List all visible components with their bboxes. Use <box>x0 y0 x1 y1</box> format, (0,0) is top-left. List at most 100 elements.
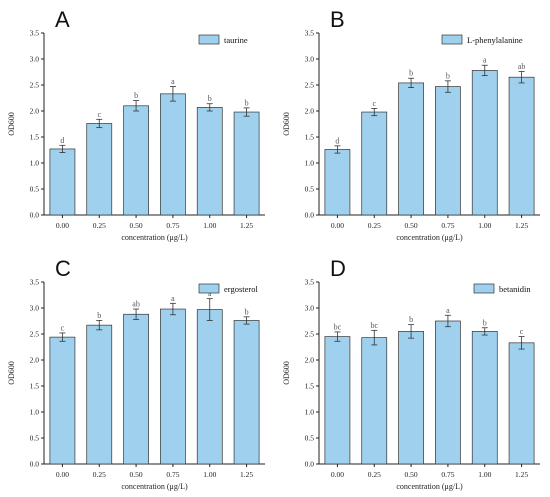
significance-label: d <box>335 136 339 145</box>
bar <box>123 105 149 216</box>
bar <box>233 320 260 465</box>
y-tick-label: 3.5 <box>30 278 40 287</box>
chart-svg: C0.00.51.01.52.02.53.03.5c0.00b0.25ab0.5… <box>7 256 265 491</box>
chart-svg: A 0.0 0.5 1.0 1.5 2.0 2.5 3.0 3.5 d 0.00 c 0.25 b 0.50… <box>7 7 265 242</box>
legend-swatch <box>198 34 220 45</box>
bar <box>86 324 113 465</box>
significance-label: b <box>409 69 413 78</box>
x-tick-label: 0.00 <box>56 221 69 230</box>
significance-label: b <box>245 307 249 316</box>
bar <box>324 336 351 465</box>
significance-label: b <box>134 91 138 100</box>
x-tick-label: 0.00 <box>56 470 69 479</box>
significance-label: b <box>446 71 450 80</box>
significance-label: bc <box>334 322 342 331</box>
x-tick-label: 1.00 <box>478 221 491 230</box>
x-tick-label: 0.25 <box>93 221 106 230</box>
significance-label: b <box>245 98 249 107</box>
significance-label: b <box>483 318 487 327</box>
significance-label: a <box>171 77 175 86</box>
x-axis-title: concentration (μg/L) <box>121 482 188 491</box>
significance-label: d <box>60 136 64 145</box>
y-tick-label: 1.0 <box>30 159 40 168</box>
bar <box>508 76 535 216</box>
bar <box>435 86 461 216</box>
bar <box>361 111 388 216</box>
x-tick-label: 0.75 <box>441 221 454 230</box>
y-tick-label: 3.0 <box>305 55 315 64</box>
bar <box>471 70 498 216</box>
x-tick-label: 0.00 <box>331 470 344 479</box>
significance-label: a <box>446 306 450 315</box>
panel-letter: A <box>55 7 70 32</box>
x-tick-label: 1.25 <box>240 470 253 479</box>
bar <box>398 331 424 465</box>
x-tick-label: 0.00 <box>331 221 344 230</box>
y-tick-label: 2.5 <box>305 330 315 339</box>
bar <box>398 82 424 216</box>
chart-panel-a: A 0.0 0.5 1.0 1.5 2.0 2.5 3.0 3.5 d 0.00 c 0.25 b 0.50… <box>0 0 275 248</box>
bar <box>160 93 186 216</box>
y-tick-label: 1.5 <box>305 133 315 142</box>
chart-svg: B 0.0 0.5 1.0 1.5 2.0 2.5 3.0 3.5 d 0.00 c 0.25 b 0.50… <box>282 7 540 242</box>
legend-label: betanidin <box>499 284 531 294</box>
chart-panel-b: B 0.0 0.5 1.0 1.5 2.0 2.5 3.0 3.5 d 0.00 c 0.25 b 0.50… <box>275 0 550 248</box>
y-tick-label: 0.0 <box>305 460 315 469</box>
y-tick-label: 3.0 <box>30 55 40 64</box>
x-tick-label: 0.50 <box>405 221 418 230</box>
significance-label: c <box>61 323 65 332</box>
significance-label: ab <box>132 300 140 309</box>
significance-label: b <box>208 94 212 103</box>
y-tick-label: 0.0 <box>30 460 40 469</box>
x-tick-label: 1.00 <box>203 470 216 479</box>
bar <box>49 336 76 465</box>
significance-label: c <box>97 110 101 119</box>
bar <box>196 107 223 216</box>
y-tick-label: 1.0 <box>305 408 315 417</box>
y-axis-title: OD600 <box>282 112 291 136</box>
y-tick-label: 2.5 <box>305 81 315 90</box>
significance-label: b <box>97 311 101 320</box>
x-tick-label: 1.25 <box>515 470 528 479</box>
legend-label: ergosterol <box>224 284 258 294</box>
bar <box>160 308 186 465</box>
x-tick-label: 0.25 <box>368 470 381 479</box>
x-tick-label: 1.25 <box>240 221 253 230</box>
legend-label: L-phenylalanine <box>467 35 523 45</box>
panel-letter: B <box>330 7 345 32</box>
chart-panel-c: C 0.0 0.5 1.0 1.5 2.0 2.5 3.0 3.5 c 0.00 b 0.25 ab 0.5… <box>0 249 275 497</box>
y-tick-label: 0.0 <box>305 211 315 220</box>
y-tick-label: 3.0 <box>305 304 315 313</box>
y-tick-label: 3.5 <box>305 29 315 38</box>
x-tick-label: 0.75 <box>166 470 179 479</box>
y-tick-label: 2.5 <box>30 330 40 339</box>
y-tick-label: 3.5 <box>30 29 40 38</box>
y-tick-label: 2.0 <box>30 107 40 116</box>
significance-label: a <box>171 294 175 303</box>
chart-panel-d: D 0.0 0.5 1.0 1.5 2.0 2.5 3.0 3.5 bc 0.00 bc 0.25 b 0.… <box>275 249 550 497</box>
bar <box>86 123 113 216</box>
significance-label: a <box>208 289 212 298</box>
legend-swatch <box>473 283 495 294</box>
significance-label: ab <box>518 62 526 71</box>
x-tick-label: 1.25 <box>515 221 528 230</box>
y-tick-label: 0.5 <box>30 185 40 194</box>
bar <box>361 337 388 465</box>
x-tick-label: 1.00 <box>478 470 491 479</box>
x-axis-title: concentration (μg/L) <box>121 233 188 242</box>
y-tick-label: 1.5 <box>30 133 40 142</box>
bar <box>123 313 149 465</box>
significance-label: c <box>372 99 376 108</box>
chart-svg: D0.00.51.01.52.02.53.03.5bc0.00bc0.25b0.… <box>282 256 540 491</box>
y-tick-label: 1.5 <box>30 382 40 391</box>
y-tick-label: 3.5 <box>305 278 315 287</box>
x-tick-label: 0.75 <box>166 221 179 230</box>
x-axis-title: concentration (μg/L) <box>396 233 463 242</box>
panel-letter: D <box>330 256 346 281</box>
x-tick-label: 0.50 <box>405 470 418 479</box>
y-tick-label: 0.5 <box>30 434 40 443</box>
y-tick-label: 0.5 <box>305 434 315 443</box>
y-tick-label: 2.0 <box>305 356 315 365</box>
x-tick-label: 0.75 <box>441 470 454 479</box>
x-tick-label: 0.25 <box>93 470 106 479</box>
